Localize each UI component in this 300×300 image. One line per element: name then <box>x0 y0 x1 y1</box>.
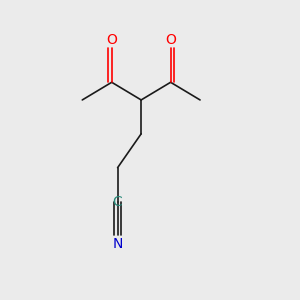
Text: C: C <box>113 194 122 208</box>
Text: O: O <box>165 33 176 47</box>
Text: O: O <box>106 33 117 47</box>
Text: N: N <box>112 237 123 251</box>
